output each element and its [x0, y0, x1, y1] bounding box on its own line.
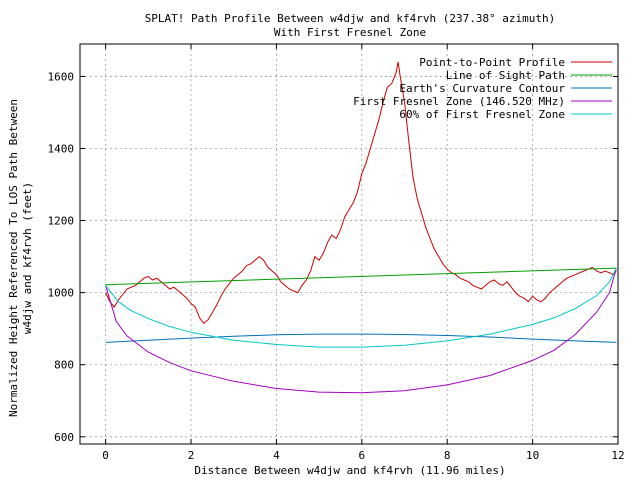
series-line-0 — [105, 61, 617, 325]
series-line-4 — [105, 267, 617, 348]
series-lines — [105, 61, 617, 394]
legend-label-4: 60% of First Fresnel Zone — [399, 108, 565, 121]
series-line-2 — [105, 333, 617, 343]
y-axis-label-line1: Normalized Height Referenced To LOS Path… — [7, 99, 20, 417]
plot-frame — [79, 43, 619, 445]
x-tick-label: 6 — [358, 449, 365, 462]
x-tick-label: 12 — [611, 449, 624, 462]
y-tick-label: 600 — [54, 431, 74, 444]
legend-label-1: Line of Sight Path — [446, 69, 565, 82]
chart-subtitle: With First Fresnel Zone — [274, 26, 426, 39]
x-tick-label: 2 — [188, 449, 195, 462]
y-tick-label: 1200 — [48, 215, 75, 228]
chart-title: SPLAT! Path Profile Between w4djw and kf… — [145, 12, 556, 25]
y-tick-label: 800 — [54, 359, 74, 372]
series-line-3 — [105, 267, 617, 394]
y-axis-label-line2: w4djw and kf4rvh (feet) — [21, 182, 34, 334]
y-tick-label: 1600 — [48, 70, 75, 83]
y-tick-label: 1000 — [48, 287, 75, 300]
x-tick-label: 4 — [273, 449, 280, 462]
x-tick-label: 10 — [526, 449, 539, 462]
y-tick-label: 1400 — [48, 143, 75, 156]
series-line-1 — [105, 267, 617, 286]
axes: 0 2 4 6 8 10 12 600 800 1000 1200 1400 1600 — [48, 43, 625, 462]
legend-label-2: Earth's Curvature Contour — [399, 82, 565, 95]
x-tick-label: 8 — [444, 449, 451, 462]
x-axis-label: Distance Between w4djw and kf4rvh (11.96… — [194, 464, 505, 477]
x-tick-label: 0 — [102, 449, 109, 462]
legend-label-3: First Fresnel Zone (146.520 MHz) — [353, 95, 565, 108]
legend-label-0: Point-to-Point Profile — [419, 56, 565, 69]
